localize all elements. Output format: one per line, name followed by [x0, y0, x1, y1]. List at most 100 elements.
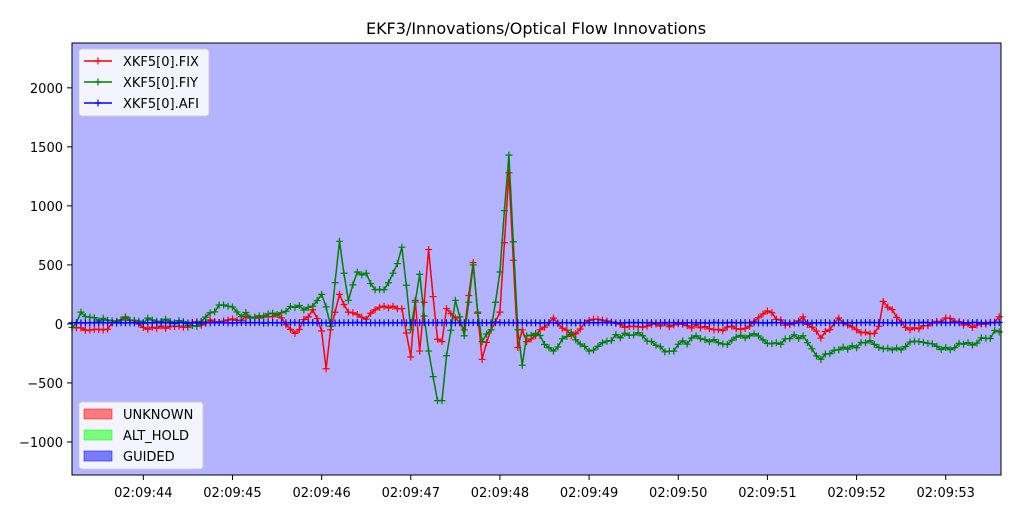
series-point — [701, 336, 709, 344]
series-point — [937, 345, 945, 353]
series-point — [77, 308, 85, 316]
series-legend-box — [78, 48, 210, 117]
series-point — [264, 310, 272, 318]
series-point — [367, 309, 375, 317]
series-point — [260, 313, 268, 321]
series-point — [808, 345, 816, 353]
series-point — [639, 332, 647, 340]
series-point — [634, 329, 642, 337]
series-point — [723, 341, 731, 349]
series-point — [228, 303, 236, 311]
series-point — [714, 326, 722, 334]
series-point — [817, 334, 825, 342]
series-point — [964, 339, 972, 347]
legend-label: XKF5[0].FIX — [123, 55, 199, 70]
series-point — [812, 352, 820, 360]
mode-label: UNKNOWN — [123, 408, 193, 423]
series-layer — [68, 151, 1003, 405]
series-point — [777, 340, 785, 348]
y-tick-label: 0 — [55, 318, 63, 333]
y-tick-label: 1000 — [30, 200, 63, 215]
series-point — [398, 243, 406, 251]
series-point — [697, 335, 705, 343]
series-point — [286, 325, 294, 333]
series-point — [768, 340, 776, 348]
series-point — [826, 326, 834, 334]
series-point — [581, 342, 589, 350]
series-point — [572, 330, 580, 338]
series-point — [826, 350, 834, 358]
series-legend: XKF5[0].FIX XKF5[0].FIY XKF5[0].AFI — [78, 48, 210, 117]
series-point — [322, 303, 330, 311]
series-point — [487, 326, 495, 334]
series-point — [313, 297, 321, 305]
series-point — [839, 343, 847, 351]
series-point — [300, 306, 308, 314]
series-point — [509, 256, 517, 264]
series-point — [353, 268, 361, 276]
series-point — [861, 339, 869, 347]
legend-marker — [94, 99, 102, 107]
series-point — [532, 329, 540, 337]
series-point — [206, 309, 214, 317]
series-point — [362, 269, 370, 277]
series-point — [295, 302, 303, 310]
series-point — [505, 169, 513, 177]
x-tick-label: 02:09:45 — [203, 486, 261, 501]
series-point — [768, 309, 776, 317]
series-point — [790, 331, 798, 339]
series-point — [483, 338, 491, 346]
series-point — [572, 336, 580, 344]
series-point — [478, 338, 486, 346]
series-point — [554, 343, 562, 351]
series-point — [861, 328, 869, 336]
series-point — [344, 308, 352, 316]
series-point — [919, 338, 927, 346]
series-point — [425, 246, 433, 254]
series-point — [986, 335, 994, 343]
series-point — [407, 326, 415, 334]
plot-frame — [71, 42, 1002, 476]
series-point — [416, 347, 424, 355]
series-point — [536, 331, 544, 339]
series-point — [371, 306, 379, 314]
series-point — [576, 340, 584, 348]
series-point — [86, 326, 94, 334]
x-tick-label: 02:09:47 — [382, 486, 440, 501]
series-point — [674, 340, 682, 348]
series-point — [759, 336, 767, 344]
series-point — [621, 329, 629, 337]
series-point — [420, 298, 428, 306]
series-point — [425, 347, 433, 355]
series-point — [104, 325, 112, 333]
series-point — [451, 296, 459, 304]
series-point — [558, 335, 566, 343]
series-point — [273, 310, 281, 318]
series-point — [496, 308, 504, 316]
legend-marker — [94, 57, 102, 65]
series-point — [402, 281, 410, 289]
series-point — [679, 337, 687, 345]
series-point — [915, 325, 923, 333]
series-point — [884, 344, 892, 352]
series-point — [728, 336, 736, 344]
series-point — [893, 344, 901, 352]
series-point — [478, 355, 486, 363]
series-point — [376, 303, 384, 311]
series-point — [420, 312, 428, 320]
series-point — [648, 338, 656, 346]
series-point — [710, 336, 718, 344]
series-point — [928, 340, 936, 348]
x-axis: 02:09:44 02:09:45 02:09:46 02:09:47 02:09:48… — [114, 475, 975, 501]
series-point — [563, 332, 571, 340]
series-point — [750, 330, 758, 338]
series-point — [933, 342, 941, 350]
y-axis: −1000 −500 0 500 1000 1500 2000 — [19, 82, 72, 451]
series-point — [434, 335, 442, 343]
series-point — [960, 340, 968, 348]
series-point — [340, 269, 348, 277]
x-tick-label: 02:09:44 — [114, 486, 172, 501]
series-point — [389, 269, 397, 277]
series-point — [576, 325, 584, 333]
